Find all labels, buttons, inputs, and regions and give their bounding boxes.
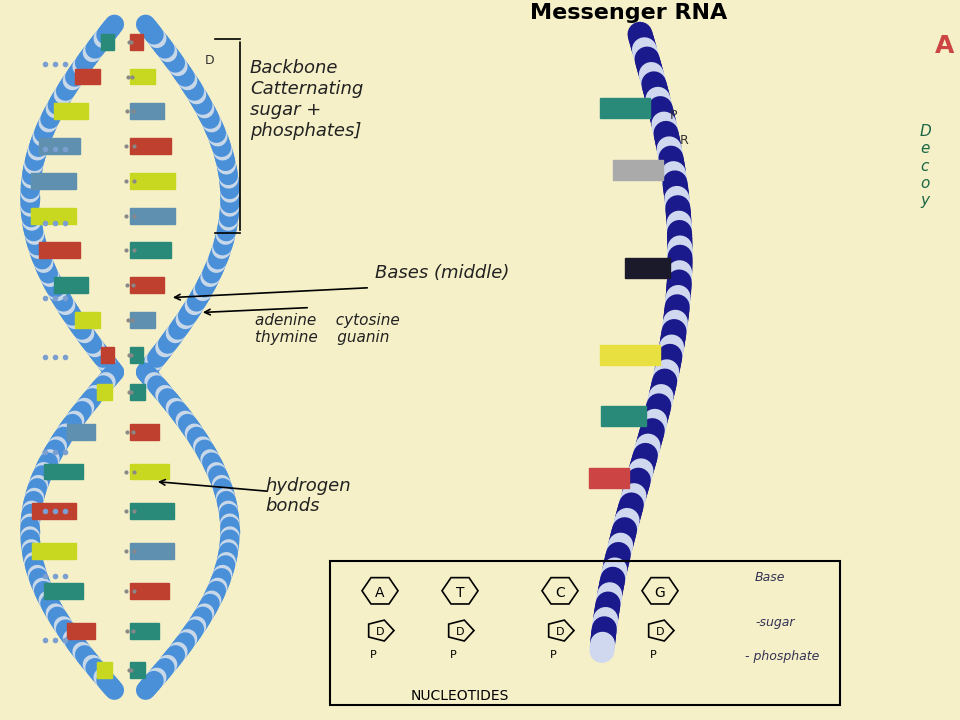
- Bar: [75, 68, 100, 84]
- Text: adenine    cytosine
thymine    guanin: adenine cytosine thymine guanin: [255, 312, 399, 345]
- Text: Messenger RNA: Messenger RNA: [530, 4, 728, 23]
- Bar: [130, 583, 169, 599]
- Bar: [601, 406, 646, 426]
- Text: P: P: [670, 109, 678, 122]
- Bar: [38, 243, 80, 258]
- Text: -sugar: -sugar: [755, 616, 795, 629]
- Bar: [32, 503, 76, 519]
- Bar: [625, 258, 670, 279]
- Bar: [130, 662, 145, 678]
- Text: Backbone
Catternating
sugar +
phosphates]: Backbone Catternating sugar + phosphates…: [250, 59, 363, 140]
- Bar: [44, 464, 83, 480]
- Bar: [130, 503, 175, 519]
- Bar: [54, 277, 88, 293]
- Text: R: R: [680, 134, 688, 147]
- Bar: [97, 384, 112, 400]
- Bar: [130, 312, 155, 328]
- Bar: [130, 347, 143, 363]
- Bar: [66, 424, 95, 440]
- Bar: [130, 173, 175, 189]
- Bar: [612, 160, 663, 180]
- Bar: [130, 623, 158, 639]
- Bar: [38, 138, 80, 154]
- Bar: [130, 104, 164, 120]
- Text: D: D: [656, 626, 664, 636]
- Bar: [130, 68, 155, 84]
- Bar: [130, 207, 175, 224]
- Bar: [32, 543, 76, 559]
- Text: P: P: [450, 650, 457, 660]
- Text: P: P: [650, 650, 657, 660]
- Bar: [130, 384, 145, 400]
- Text: G: G: [655, 586, 665, 600]
- Text: C: C: [555, 586, 564, 600]
- Bar: [600, 345, 660, 364]
- Text: D: D: [205, 54, 215, 67]
- Text: - phosphate: - phosphate: [745, 650, 820, 663]
- Text: A: A: [375, 586, 385, 600]
- Text: NUCLEOTIDES: NUCLEOTIDES: [411, 689, 509, 703]
- Text: P: P: [370, 650, 376, 660]
- Bar: [54, 104, 88, 120]
- Bar: [130, 277, 164, 293]
- Text: D: D: [375, 626, 384, 636]
- Bar: [101, 34, 114, 50]
- Text: A: A: [935, 35, 954, 58]
- Bar: [130, 138, 171, 154]
- Bar: [66, 623, 95, 639]
- Text: hydrogen
bonds: hydrogen bonds: [265, 477, 350, 516]
- Text: D: D: [456, 626, 465, 636]
- Bar: [130, 243, 171, 258]
- Bar: [31, 207, 76, 224]
- Bar: [600, 98, 650, 118]
- Bar: [101, 347, 114, 363]
- Text: Base: Base: [755, 571, 785, 584]
- Bar: [130, 464, 169, 480]
- Bar: [31, 173, 76, 189]
- Text: D
e
c
o
y: D e c o y: [920, 124, 932, 208]
- Text: Bases (middle): Bases (middle): [375, 264, 510, 282]
- Bar: [130, 543, 175, 559]
- Bar: [44, 583, 83, 599]
- Text: P: P: [550, 650, 557, 660]
- Bar: [589, 468, 629, 488]
- Bar: [330, 561, 840, 705]
- Bar: [130, 34, 143, 50]
- Text: T: T: [456, 586, 465, 600]
- Text: D: D: [556, 626, 564, 636]
- Bar: [130, 424, 158, 440]
- Bar: [97, 662, 112, 678]
- Bar: [75, 312, 100, 328]
